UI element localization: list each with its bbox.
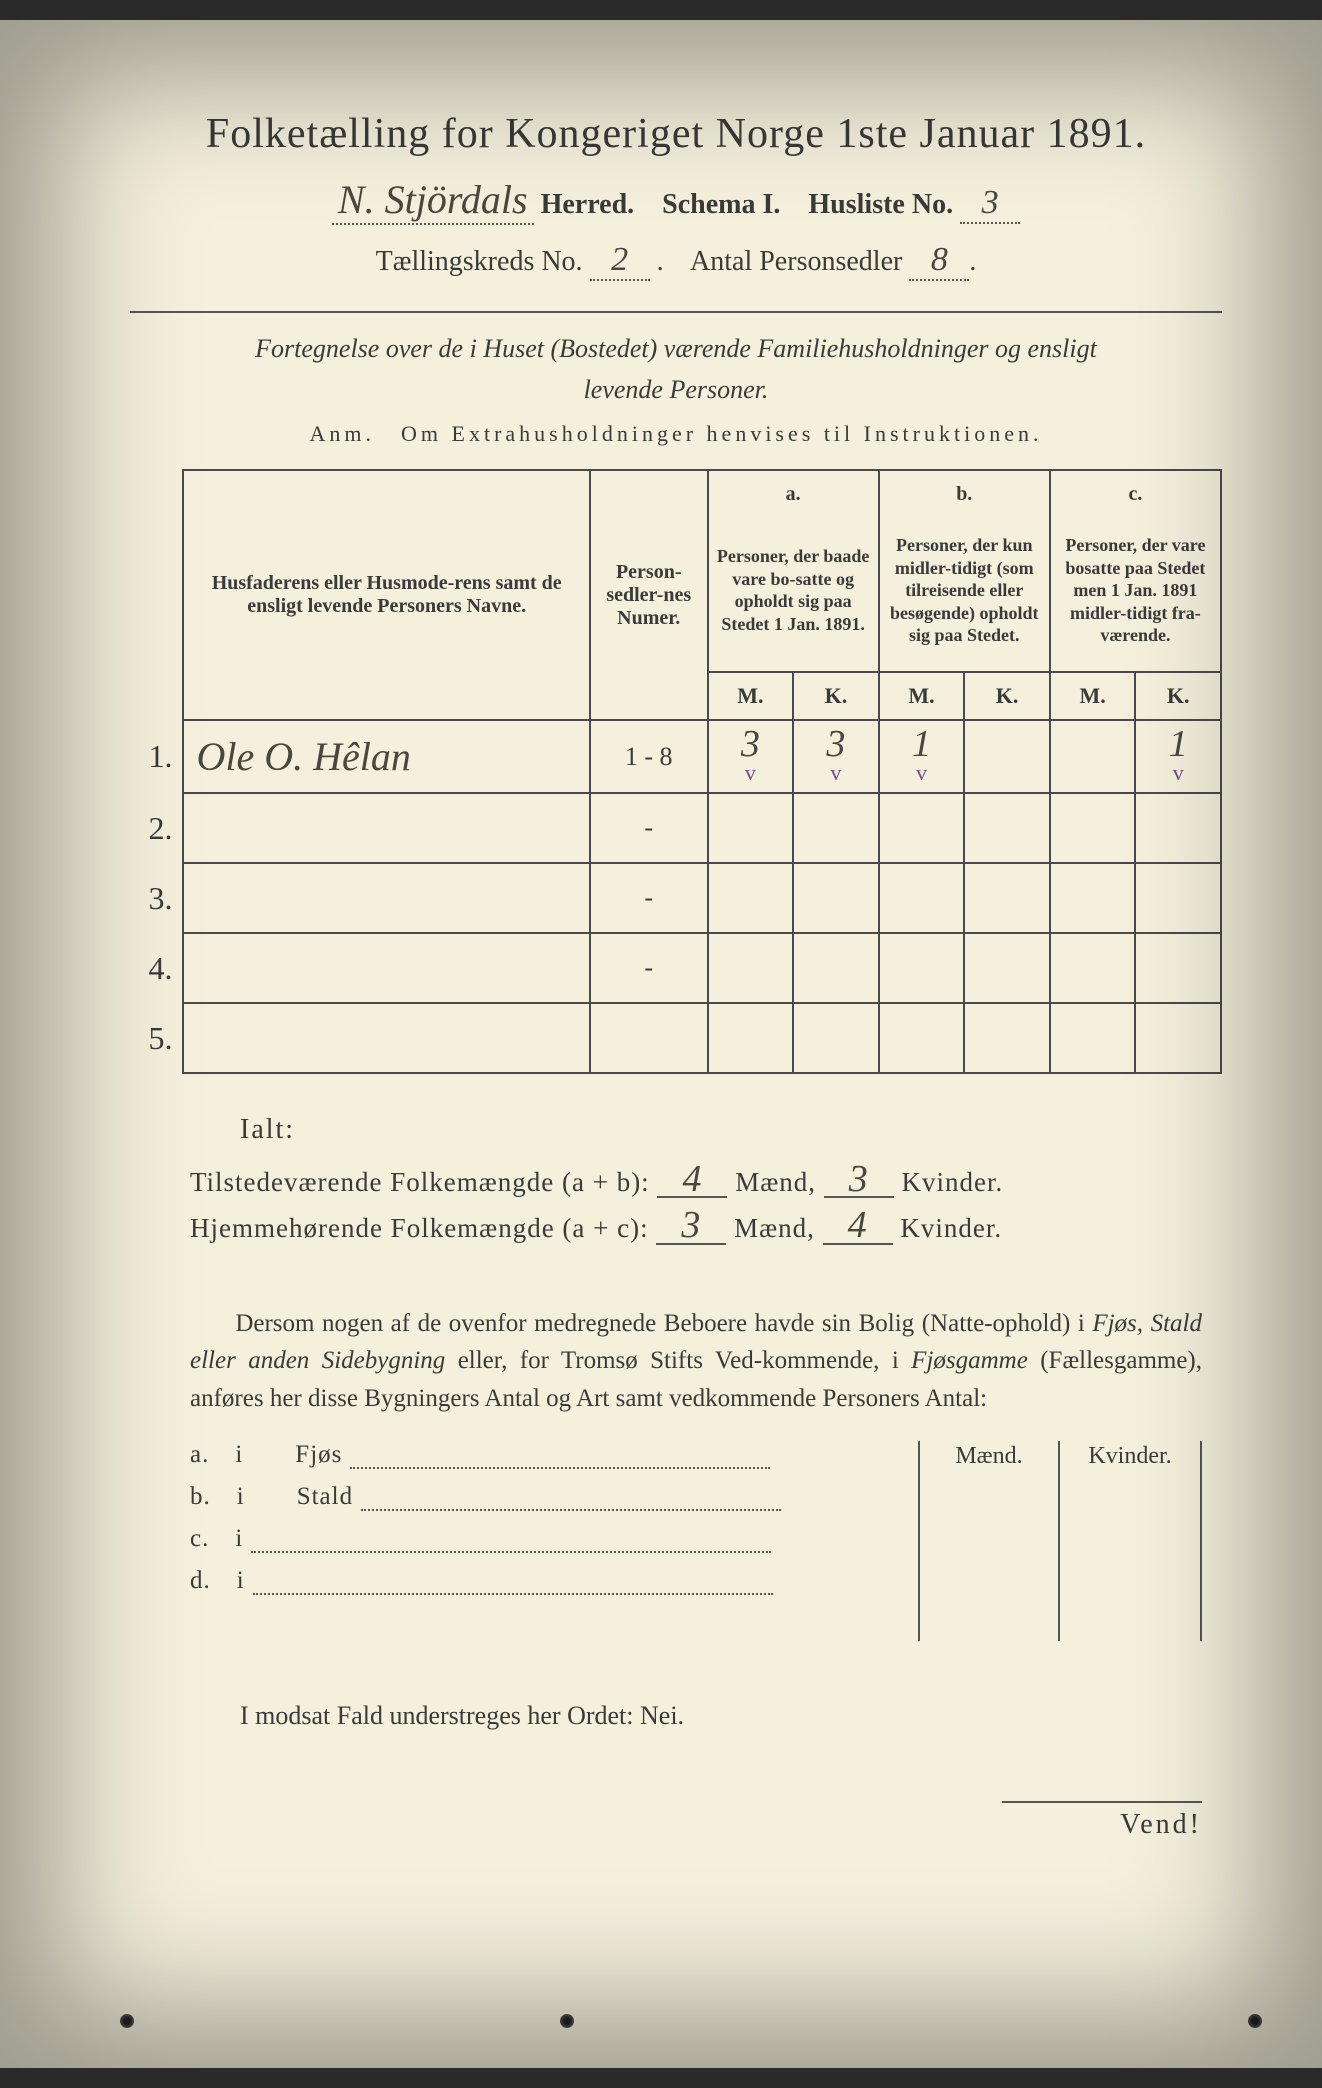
c-k-cell [1135,793,1221,863]
ialt-label: Ialt: [240,1114,1222,1146]
maend-header: Mænd. [920,1441,1058,1476]
c-k-cell [1135,863,1221,933]
total-present: Tilstedeværende Folkemængde (a + b): 4 M… [190,1162,1222,1198]
a-m-cell [708,1003,794,1073]
name-cell [183,1003,589,1073]
b-k-cell [964,793,1050,863]
a-m-cell [708,793,794,863]
kvinder-header: Kvinder. [1060,1441,1200,1476]
c-m: M. [1050,672,1136,721]
main-title: Folketælling for Kongeriget Norge 1ste J… [130,110,1222,158]
col-c-desc: Personer, der vare bosatte paa Stedet me… [1050,516,1221,671]
num-cell [590,1003,708,1073]
b-m-cell: 1v [879,720,965,793]
col-b-desc: Personer, der kun midler-tidigt (som til… [879,516,1050,671]
row-d: d. i [190,1567,898,1595]
name-cell [183,793,589,863]
col-b-head: b. [879,470,1050,516]
c-m-cell [1050,1003,1136,1073]
b-k: K. [964,672,1050,721]
husliste-label: Husliste No. [808,189,953,220]
herred-value: N. Stjördals [332,176,534,225]
a-k-cell [793,1003,879,1073]
b-k-cell [964,863,1050,933]
a-k-cell [793,863,879,933]
outbuilding-list: a. i Fjøs b. i Stald c. i d. i [190,1441,898,1641]
resident-men: 3 [656,1208,726,1244]
col-c-head: c. [1050,470,1221,516]
nei-line: I modsat Fald understreges her Ordet: Ne… [240,1701,1222,1731]
outbuilding-section: a. i Fjøs b. i Stald c. i d. i Mænd. Kvi… [190,1441,1202,1641]
vend-label: Vend! [1002,1801,1202,1841]
dwelling-paragraph: Dersom nogen af de ovenfor medregnede Be… [190,1305,1202,1418]
header-line-2: N. Stjördals Herred. Schema I. Husliste … [130,176,1222,225]
pin-icon [560,2014,574,2028]
present-men: 4 [657,1162,727,1198]
a-m: M. [708,672,794,721]
c-k-cell [1135,1003,1221,1073]
a-k-cell [793,933,879,1003]
total-resident: Hjemmehørende Folkemængde (a + c): 3 Mæn… [190,1208,1222,1244]
c-m-cell [1050,793,1136,863]
a-k-cell [793,793,879,863]
table-row: 4.- [130,933,1221,1003]
c-m-cell [1050,933,1136,1003]
row-c: c. i [190,1525,898,1553]
subtitle-line-1: Fortegnelse over de i Huset (Bostedet) v… [130,331,1222,366]
table-row: 2.- [130,793,1221,863]
present-women: 3 [824,1162,894,1198]
name-cell [183,863,589,933]
table-row: 1.Ole O. Hêlan1 - 83v3v1v1v [130,720,1221,793]
c-k-cell: 1v [1135,720,1221,793]
num-cell: - [590,793,708,863]
kreds-no: 2 [590,241,650,281]
col-a-head: a. [708,470,879,516]
a-m-cell [708,933,794,1003]
row-fjos: a. i Fjøs [190,1441,898,1469]
b-m: M. [879,672,965,721]
census-table: Husfaderens eller Husmode-rens samt de e… [130,469,1222,1074]
c-k-cell [1135,933,1221,1003]
mk-count-box: Mænd. Kvinder. [918,1441,1202,1641]
header-line-3: Tællingskreds No. 2 . Antal Personsedler… [130,241,1222,281]
a-m-cell: 3v [708,720,794,793]
census-form-page: Folketælling for Kongeriget Norge 1ste J… [0,20,1322,2068]
num-cell: 1 - 8 [590,720,708,793]
pin-icon [1248,2014,1262,2028]
col-name-header: Husfaderens eller Husmode-rens samt de e… [183,470,589,720]
b-k-cell [964,933,1050,1003]
a-m-cell [708,863,794,933]
b-m-cell [879,793,965,863]
a-k: K. [793,672,879,721]
table-row: 5. [130,1003,1221,1073]
kreds-label: Tællingskreds No. [376,246,583,277]
c-m-cell [1050,720,1136,793]
antal-no: 8 [909,241,969,281]
b-m-cell [879,1003,965,1073]
num-cell: - [590,863,708,933]
divider [130,311,1222,313]
pin-icon [120,2014,134,2028]
row-stald: b. i Stald [190,1483,898,1511]
num-cell: - [590,933,708,1003]
name-cell: Ole O. Hêlan [183,720,589,793]
name-cell [183,933,589,1003]
c-m-cell [1050,863,1136,933]
a-k-cell: 3v [793,720,879,793]
husliste-no: 3 [960,184,1020,224]
c-k: K. [1135,672,1221,721]
col-num-header: Person-sedler-nes Numer. [590,470,708,720]
resident-women: 4 [823,1208,893,1244]
b-k-cell [964,1003,1050,1073]
table-row: 3.- [130,863,1221,933]
subtitle-line-2: levende Personer. [130,372,1222,407]
herred-label: Herred. [541,189,635,220]
antal-label: Antal Personsedler [690,246,902,277]
col-a-desc: Personer, der baade vare bo-satte og oph… [708,516,879,671]
schema-label: Schema I. [662,189,780,220]
b-m-cell [879,933,965,1003]
anm-note: Anm. Om Extrahusholdninger henvises til … [130,421,1222,447]
b-k-cell [964,720,1050,793]
b-m-cell [879,863,965,933]
